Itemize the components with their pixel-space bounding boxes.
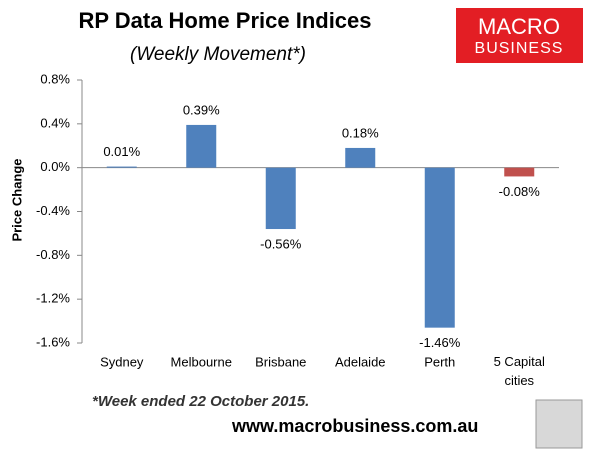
logo-text: MACRO [478, 14, 560, 39]
y-tick-label: 0.4% [40, 115, 70, 130]
x-tick-label: Melbourne [171, 354, 232, 369]
bar [106, 166, 137, 168]
y-tick-label: -1.6% [36, 334, 70, 349]
chart-subtitle: (Weekly Movement*) [130, 44, 306, 65]
y-axis-label: Price Change [9, 158, 24, 241]
data-label: -1.46% [419, 335, 461, 350]
y-tick-label: -0.4% [36, 203, 70, 218]
x-tick-label: Brisbane [255, 354, 306, 369]
bar [424, 167, 455, 328]
logo-icon [535, 399, 583, 449]
bar [265, 167, 296, 230]
x-tick-label: Adelaide [335, 354, 386, 369]
data-label: 0.18% [342, 125, 379, 140]
logo-box [456, 8, 583, 63]
data-label: -0.08% [499, 184, 541, 199]
bar [345, 147, 376, 168]
chart-title: RP Data Home Price Indices [78, 8, 371, 33]
x-tick-label: 5 Capital cities [494, 354, 545, 388]
bar [504, 167, 535, 177]
data-label: -0.56% [260, 236, 302, 251]
y-tick-label: 0.0% [40, 159, 70, 174]
data-label: 0.01% [103, 144, 140, 159]
logo-text: BUSINESS [475, 40, 564, 57]
y-tick-label: -1.2% [36, 291, 70, 306]
bar [186, 124, 217, 168]
data-label: 0.39% [183, 102, 220, 117]
footnote: *Week ended 22 October 2015. [92, 393, 309, 410]
y-tick-label: -0.8% [36, 247, 70, 262]
y-tick-label: 0.8% [40, 71, 70, 86]
x-tick-label: Perth [424, 354, 455, 369]
x-tick-label: Sydney [100, 354, 144, 369]
source: www.macrobusiness.com.au [231, 416, 478, 436]
